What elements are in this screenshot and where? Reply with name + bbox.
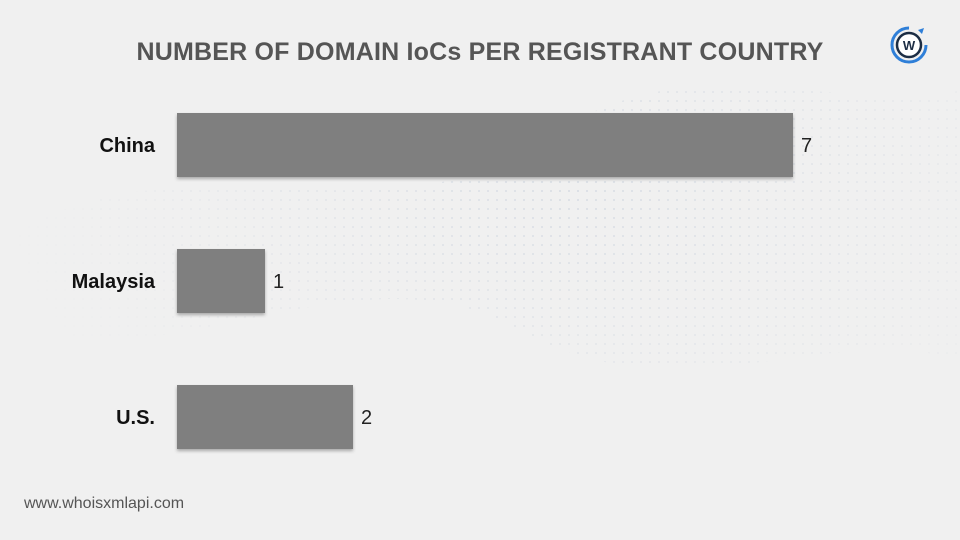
footer-url: www.whoisxmlapi.com bbox=[24, 495, 185, 512]
bar-malaysia bbox=[177, 249, 265, 313]
bar-china bbox=[177, 113, 793, 177]
value-label: 7 bbox=[801, 135, 812, 157]
category-label: China bbox=[99, 135, 155, 157]
whoisxmlapi-logo-icon: W bbox=[890, 26, 928, 64]
chart-title: NUMBER OF DOMAIN IoCs PER REGISTRANT COU… bbox=[136, 38, 824, 66]
value-label: 1 bbox=[273, 271, 284, 293]
category-label: Malaysia bbox=[72, 271, 156, 293]
logo-letter: W bbox=[903, 38, 916, 53]
bar-u-s bbox=[177, 385, 353, 449]
value-label: 2 bbox=[361, 407, 372, 429]
category-label: U.S. bbox=[116, 407, 155, 429]
